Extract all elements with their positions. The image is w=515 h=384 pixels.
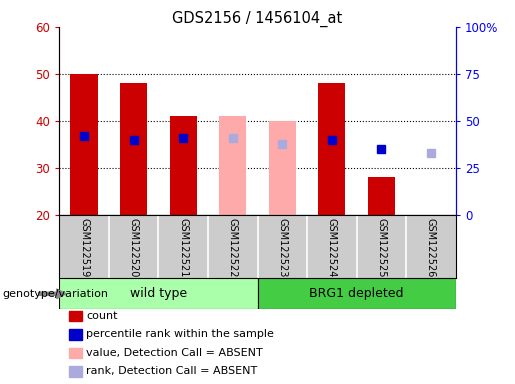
Text: GSM122520: GSM122520 [129, 218, 139, 278]
Bar [318, 83, 346, 215]
Bar [120, 83, 147, 215]
Bar [59, 278, 258, 309]
Bar [269, 121, 296, 215]
Text: percentile rank within the sample: percentile rank within the sample [86, 329, 274, 339]
Text: genotype/variation: genotype/variation [3, 289, 109, 299]
Text: GSM122523: GSM122523 [277, 218, 287, 278]
Bar [368, 177, 395, 215]
Bar [219, 116, 246, 215]
Text: count: count [86, 311, 117, 321]
Title: GDS2156 / 1456104_at: GDS2156 / 1456104_at [173, 11, 342, 27]
Text: rank, Detection Call = ABSENT: rank, Detection Call = ABSENT [86, 366, 258, 376]
Bar [169, 116, 197, 215]
Text: GSM122526: GSM122526 [426, 218, 436, 278]
Text: GSM122524: GSM122524 [327, 218, 337, 278]
Bar [258, 278, 456, 309]
Text: GSM122525: GSM122525 [376, 218, 386, 278]
Text: wild type: wild type [130, 287, 187, 300]
Text: value, Detection Call = ABSENT: value, Detection Call = ABSENT [86, 348, 263, 358]
Text: GSM122519: GSM122519 [79, 218, 89, 278]
Text: GSM122521: GSM122521 [178, 218, 188, 278]
Bar [269, 121, 296, 215]
Text: GSM122522: GSM122522 [228, 218, 238, 278]
Bar [71, 74, 98, 215]
Text: BRG1 depleted: BRG1 depleted [310, 287, 404, 300]
